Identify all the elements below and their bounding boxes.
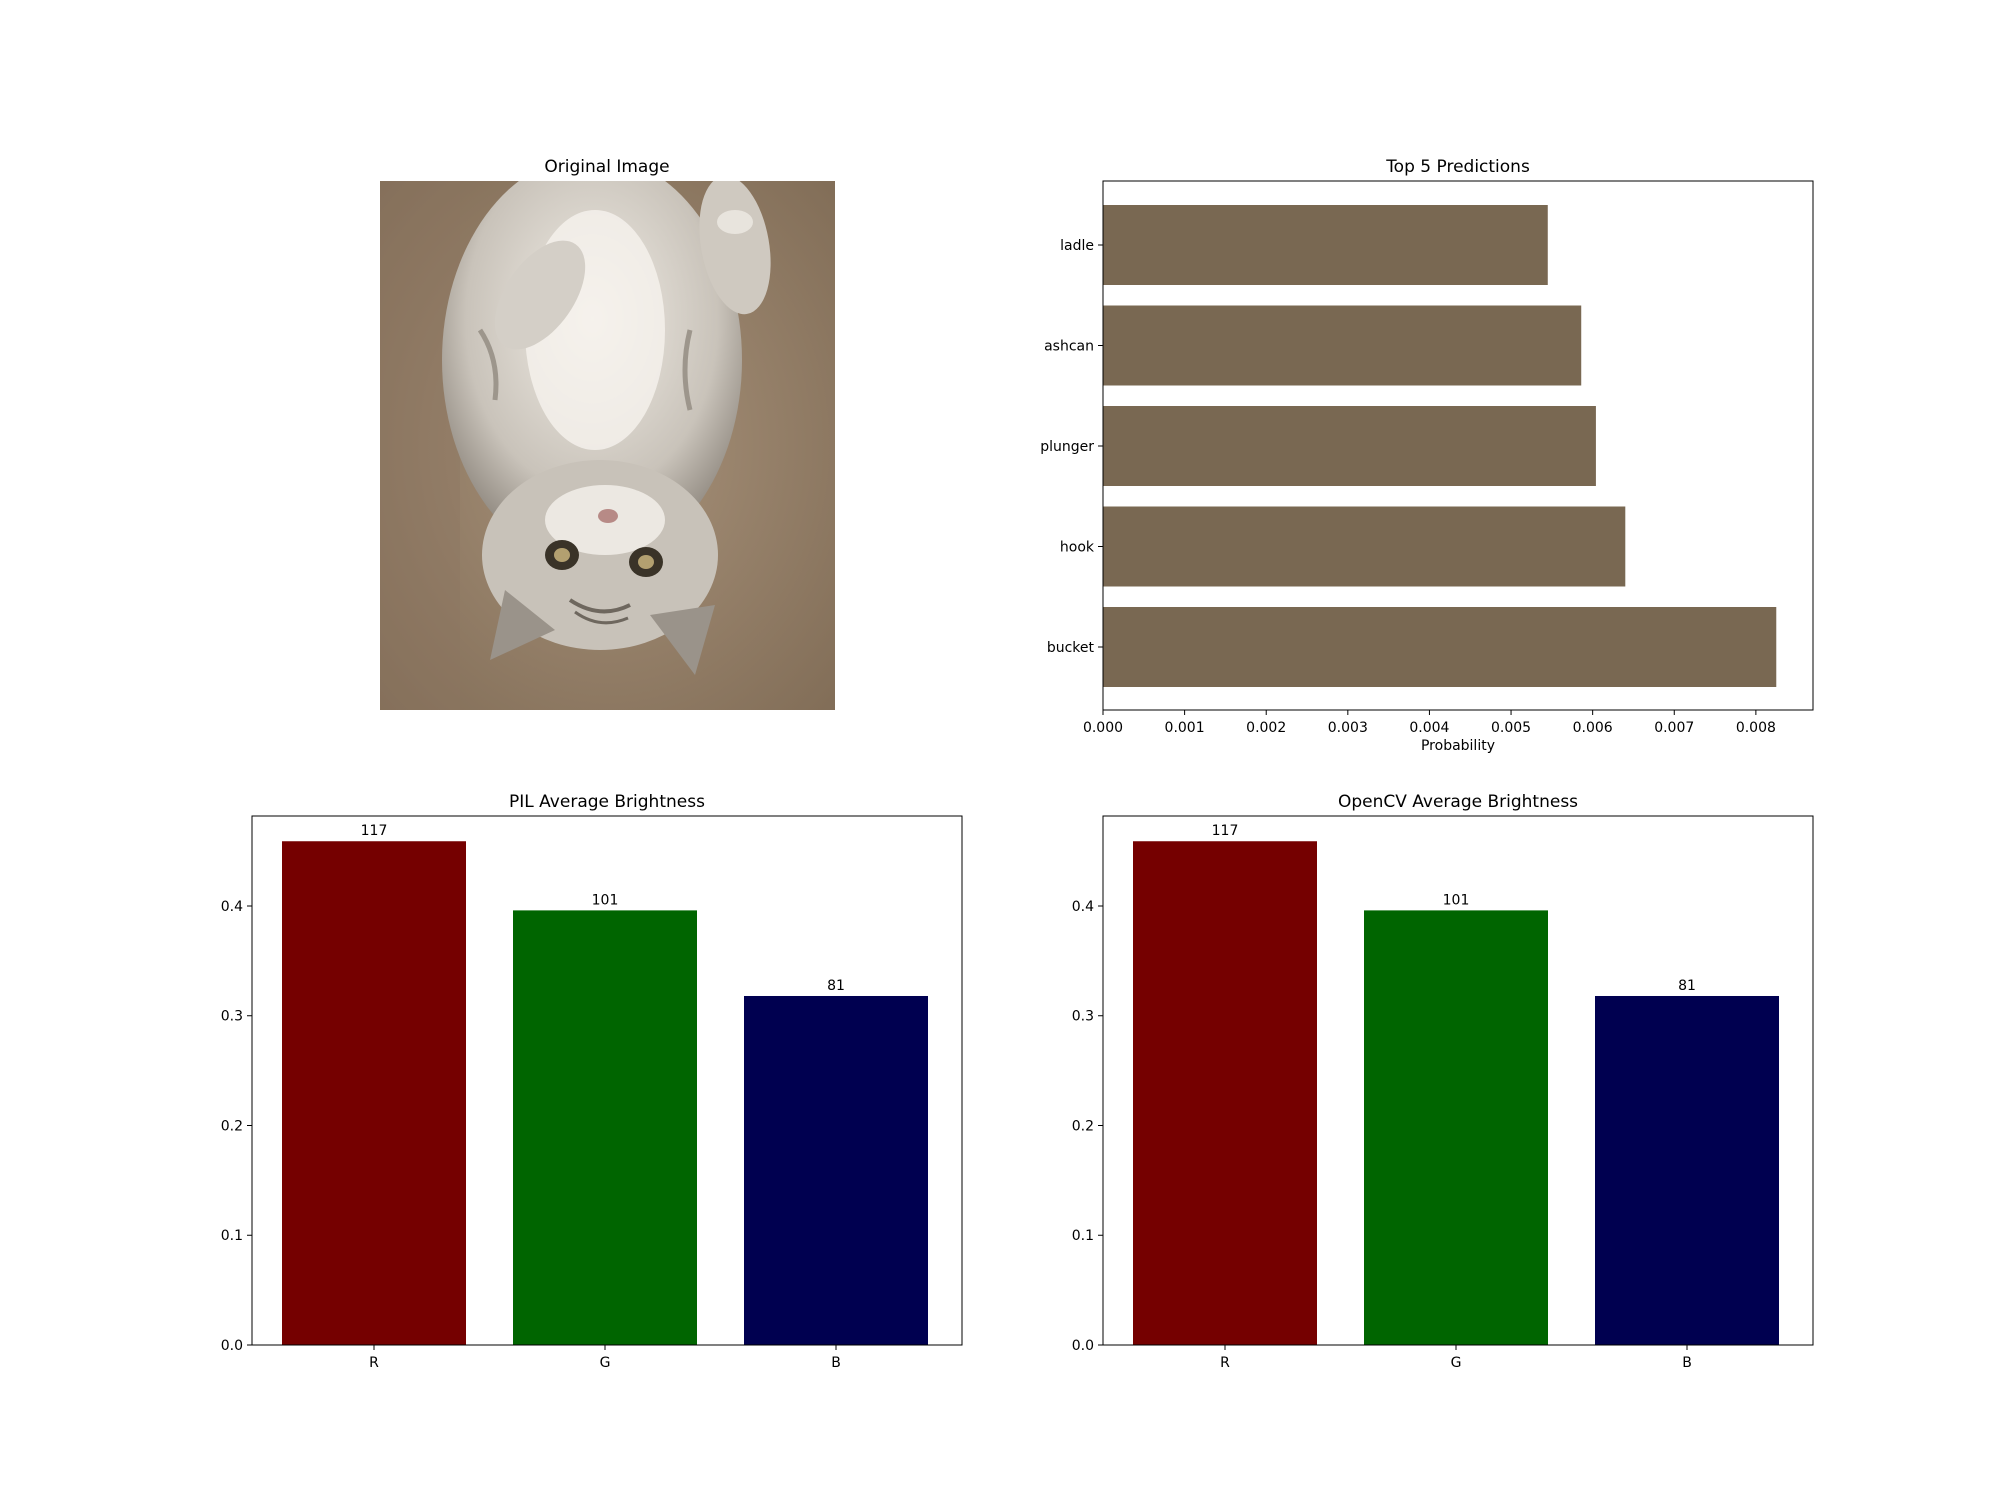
pil-bar-b	[744, 995, 928, 1345]
pil-brightness-title: PIL Average Brightness	[509, 792, 705, 812]
original-image-panel: Original Image	[380, 157, 835, 710]
top-predictions-frame	[1102, 180, 1814, 711]
pil-ytick-label: 0.0	[221, 1338, 243, 1354]
xtick-label: 0.001	[1165, 720, 1205, 736]
opencv-xtick-label-g: G	[1451, 1355, 1462, 1371]
opencv-ytick-label: 0.2	[1072, 1118, 1094, 1134]
pil-brightness-frame	[251, 815, 963, 1346]
pil-xtick-label-g: G	[600, 1355, 611, 1371]
prediction-bar-ladle	[1103, 205, 1548, 285]
xtick-label: 0.004	[1409, 720, 1449, 736]
top-predictions-chart: Top 5 Predictions bucket hook plunger ashca…	[1040, 157, 1814, 754]
ytick-label-hook: hook	[1060, 540, 1095, 556]
xtick-label: 0.008	[1736, 720, 1776, 736]
prediction-bar-ashcan	[1103, 305, 1582, 386]
pil-value-label-b: 81	[827, 978, 845, 994]
pil-xtick-label-r: R	[369, 1355, 379, 1371]
opencv-brightness-title: OpenCV Average Brightness	[1338, 792, 1578, 812]
opencv-value-label-g: 101	[1443, 892, 1470, 908]
xtick-label: 0.006	[1573, 720, 1613, 736]
pil-value-label-r: 117	[361, 823, 388, 839]
opencv-ytick-label: 0.4	[1072, 899, 1094, 915]
prediction-bar-plunger	[1103, 406, 1596, 486]
pil-bar-r	[282, 841, 466, 1345]
opencv-bar-r	[1133, 841, 1317, 1345]
opencv-value-label-b: 81	[1678, 978, 1696, 994]
xtick-label: 0.002	[1246, 720, 1286, 736]
opencv-brightness-chart: OpenCV Average Brightness 117 101 81 R G B 0.…	[1072, 792, 1814, 1371]
opencv-ytick-label: 0.0	[1072, 1338, 1094, 1354]
pil-ytick-label: 0.2	[221, 1118, 243, 1134]
xtick-label: 0.000	[1083, 720, 1123, 736]
xtick-label: 0.003	[1328, 720, 1368, 736]
ytick-label-bucket: bucket	[1047, 640, 1095, 656]
pil-bar-g	[513, 910, 697, 1345]
top-predictions-xlabel: Probability	[1421, 738, 1495, 754]
xtick-label: 0.007	[1654, 720, 1694, 736]
original-image-title: Original Image	[544, 157, 669, 177]
pil-value-label-g: 101	[592, 892, 619, 908]
cat-photo	[380, 181, 835, 710]
pil-ytick-label: 0.1	[221, 1228, 243, 1244]
ytick-label-ashcan: ashcan	[1044, 339, 1094, 355]
opencv-ytick-label: 0.1	[1072, 1228, 1094, 1244]
pil-xtick-label-b: B	[831, 1355, 841, 1371]
top-predictions-title: Top 5 Predictions	[1385, 157, 1530, 177]
ytick-label-ladle: ladle	[1060, 238, 1094, 254]
opencv-value-label-r: 117	[1212, 823, 1239, 839]
opencv-xtick-label-b: B	[1682, 1355, 1692, 1371]
ytick-label-plunger: plunger	[1040, 439, 1094, 455]
prediction-bar-hook	[1103, 506, 1626, 587]
opencv-ytick-label: 0.3	[1072, 1009, 1094, 1025]
opencv-xtick-label-r: R	[1220, 1355, 1230, 1371]
pil-ytick-label: 0.3	[221, 1009, 243, 1025]
pil-ytick-label: 0.4	[221, 899, 243, 915]
opencv-bar-b	[1595, 995, 1779, 1345]
opencv-brightness-frame	[1102, 815, 1814, 1346]
pil-brightness-chart: PIL Average Brightness 117 101 81 R G B 0.0 0.…	[221, 792, 963, 1371]
prediction-bar-bucket	[1103, 607, 1777, 687]
xtick-label: 0.005	[1491, 720, 1531, 736]
opencv-bar-g	[1364, 910, 1548, 1345]
